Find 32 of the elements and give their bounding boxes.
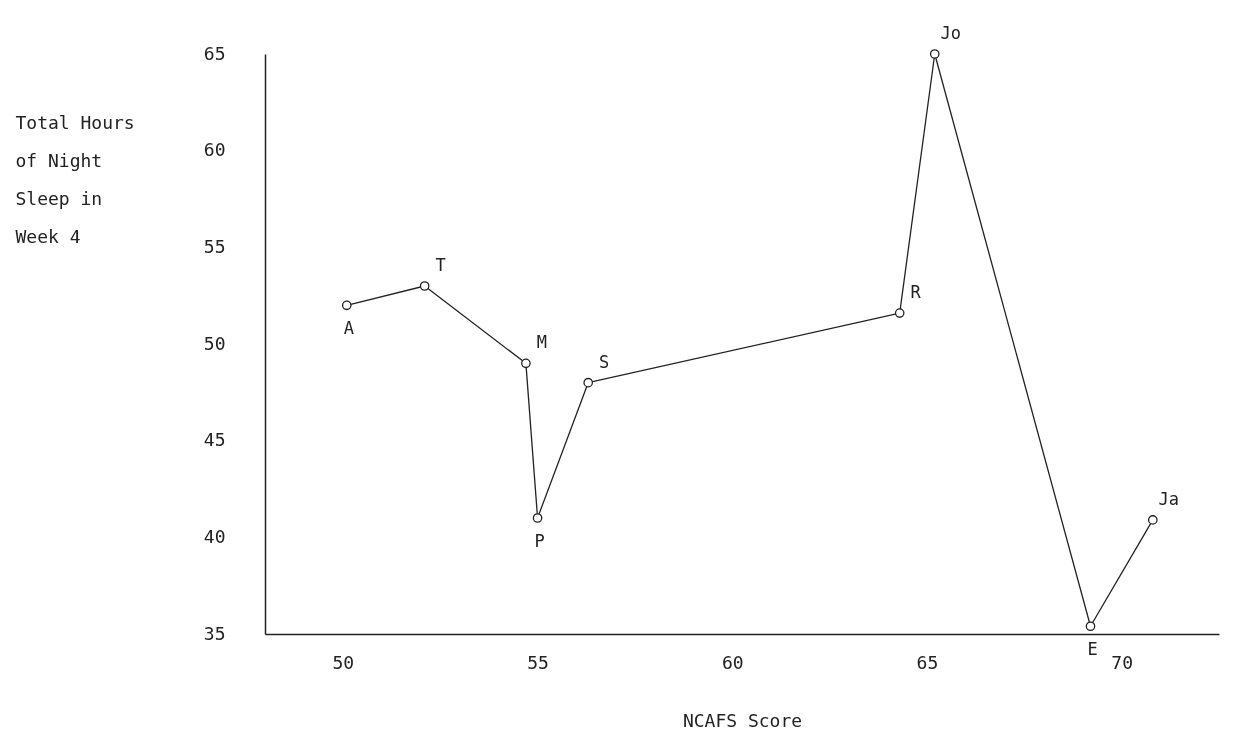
point xyxy=(1085,621,1096,632)
x-tick-label: 70 xyxy=(1111,651,1133,673)
annotation: Jo xyxy=(940,23,961,43)
point xyxy=(894,308,905,318)
point xyxy=(532,513,543,523)
point xyxy=(341,300,352,311)
y-tick-label: 65 xyxy=(203,42,226,64)
y-tick-label: 45 xyxy=(203,429,226,451)
x-tick-label: 50 xyxy=(332,651,355,673)
x-tick-label: 65 xyxy=(916,651,939,673)
y-tick-label: 40 xyxy=(203,525,226,547)
annotation: P xyxy=(534,531,545,551)
annotation: E xyxy=(1087,639,1098,660)
y-tick-label: 60 xyxy=(203,139,226,161)
x-tick-label: 60 xyxy=(721,651,744,673)
annotation: R xyxy=(910,282,922,303)
x-tick-label: 55 xyxy=(527,651,549,673)
point xyxy=(929,49,940,59)
y-tick-label: 35 xyxy=(203,622,226,644)
annotation: M xyxy=(536,332,548,353)
point xyxy=(1147,515,1158,525)
annotation: T xyxy=(435,255,446,275)
x-axis-title: NCAFS Score xyxy=(682,709,803,731)
y-axis-title: Total Hours of Night Sleep in Week 4 xyxy=(15,111,135,247)
point xyxy=(419,281,430,291)
annotation: A xyxy=(343,318,354,339)
annotation: Ja xyxy=(1158,488,1180,509)
y-tick-label: 50 xyxy=(203,332,226,354)
y-tick-label: 55 xyxy=(203,235,226,257)
annotation: S xyxy=(599,351,610,372)
point xyxy=(521,358,531,369)
point xyxy=(583,377,594,388)
